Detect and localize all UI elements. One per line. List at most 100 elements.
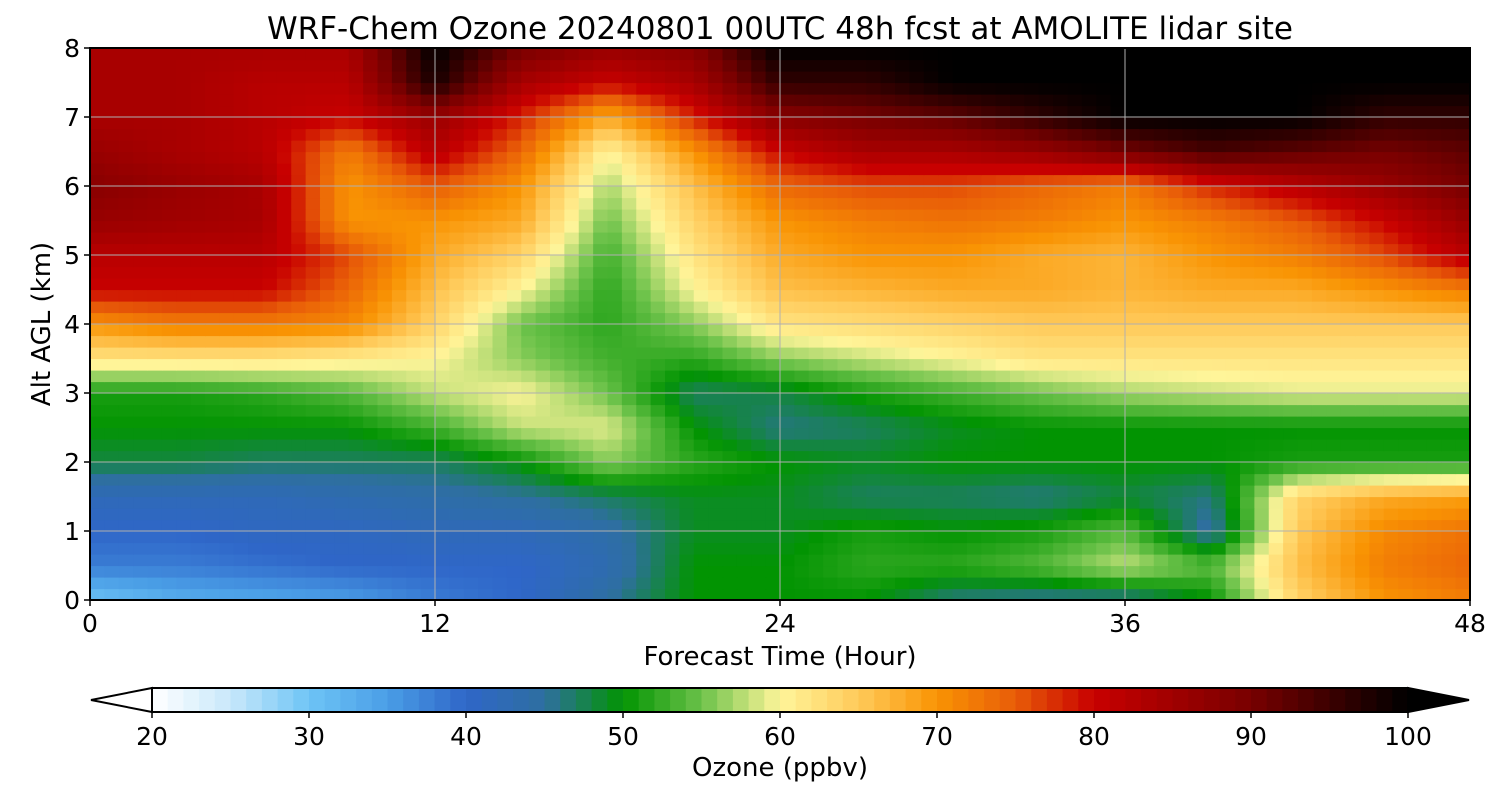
heatmap-cell [1441,71,1457,84]
heatmap-cell [1153,174,1169,187]
heatmap-cell [363,266,379,279]
heatmap-cell [1254,554,1270,567]
heatmap-cell [837,312,853,325]
heatmap-cell [1311,151,1327,164]
heatmap-cell [636,151,652,164]
heatmap-cell [1211,439,1227,452]
heatmap-cell [708,427,724,440]
heatmap-cell [780,289,795,302]
heatmap-cell [708,473,724,486]
heatmap-cell [995,94,1011,107]
heatmap-cell [1268,278,1284,291]
heatmap-cell [1283,450,1299,463]
heatmap-cell [1010,197,1025,210]
heatmap-cell [995,496,1011,509]
heatmap-cell [1426,404,1442,417]
heatmap-cell [1024,71,1040,84]
heatmap-cell [1067,565,1083,578]
heatmap-cell [133,496,149,509]
heatmap-cell [650,496,666,509]
heatmap-cell [348,565,364,578]
heatmap-cell [665,312,680,325]
heatmap-cell [276,209,292,222]
heatmap-cell [521,462,537,475]
heatmap-cell [463,105,479,118]
heatmap-cell [1383,197,1399,210]
heatmap-cell [1139,301,1155,314]
heatmap-cell [621,324,637,337]
heatmap-cell [219,450,235,463]
heatmap-cell [334,542,350,555]
heatmap-cell [1182,485,1198,498]
heatmap-cell [391,531,407,544]
heatmap-cell [923,450,939,463]
heatmap-cell [176,197,192,210]
heatmap-cell [1311,186,1327,199]
heatmap-cell [205,554,220,567]
heatmap-cell [190,174,206,187]
heatmap-cell [866,163,882,176]
heatmap-cell [808,416,824,429]
heatmap-cell [1283,186,1299,199]
colorbar-tick-label: 30 [293,722,325,751]
heatmap-cell [478,427,494,440]
heatmap-cell [1426,209,1442,222]
heatmap-cell [564,220,580,233]
heatmap-cell [636,508,652,521]
heatmap-cell [923,71,939,84]
heatmap-cell [90,508,105,521]
heatmap-cell [90,255,105,268]
heatmap-cell [161,577,177,590]
heatmap-cell [708,324,724,337]
heatmap-cell [1110,404,1126,417]
heatmap-cell [621,289,637,302]
heatmap-cell [1010,105,1025,118]
heatmap-cell [104,82,120,95]
heatmap-cell [262,565,278,578]
heatmap-cell [1283,220,1299,233]
heatmap-cell [463,289,479,302]
heatmap-cell [1196,232,1212,245]
heatmap-cell [420,197,436,210]
heatmap-cell [391,82,407,95]
heatmap-cell [1311,59,1327,72]
heatmap-cell [751,427,767,440]
heatmap-cell [147,496,163,509]
heatmap-cell [176,140,192,153]
heatmap-cell [291,577,307,590]
heatmap-cell [1010,128,1025,141]
heatmap-cell [1168,370,1184,383]
heatmap-cell [636,163,652,176]
heatmap-cell [104,151,120,164]
heatmap-cell [665,140,680,153]
heatmap-cell [995,243,1011,256]
heatmap-cell [1297,301,1313,314]
y-tick-label: 0 [64,586,80,615]
heatmap-cell [1369,531,1385,544]
heatmap-cell [492,94,508,107]
heatmap-cell [765,324,781,337]
heatmap-cell [736,220,752,233]
heatmap-cell [190,243,206,256]
heatmap-cell [823,48,839,61]
heatmap-cell [751,71,767,84]
heatmap-cell [1383,347,1399,360]
heatmap-cell [406,439,422,452]
heatmap-cell [377,71,393,84]
heatmap-cell [133,82,149,95]
heatmap-cell [1053,381,1069,394]
heatmap-cell [952,117,968,130]
heatmap-cell [837,358,853,371]
heatmap-cell [435,71,450,84]
heatmap-cell [248,243,264,256]
heatmap-cell [406,519,422,532]
heatmap-cell [1283,485,1299,498]
heatmap-cell [621,485,637,498]
heatmap-cell [952,163,968,176]
heatmap-cell [1196,243,1212,256]
heatmap-cell [736,554,752,567]
heatmap-cell [895,531,910,544]
heatmap-cell [794,94,810,107]
heatmap-cell [291,519,307,532]
heatmap-cell [1441,439,1457,452]
